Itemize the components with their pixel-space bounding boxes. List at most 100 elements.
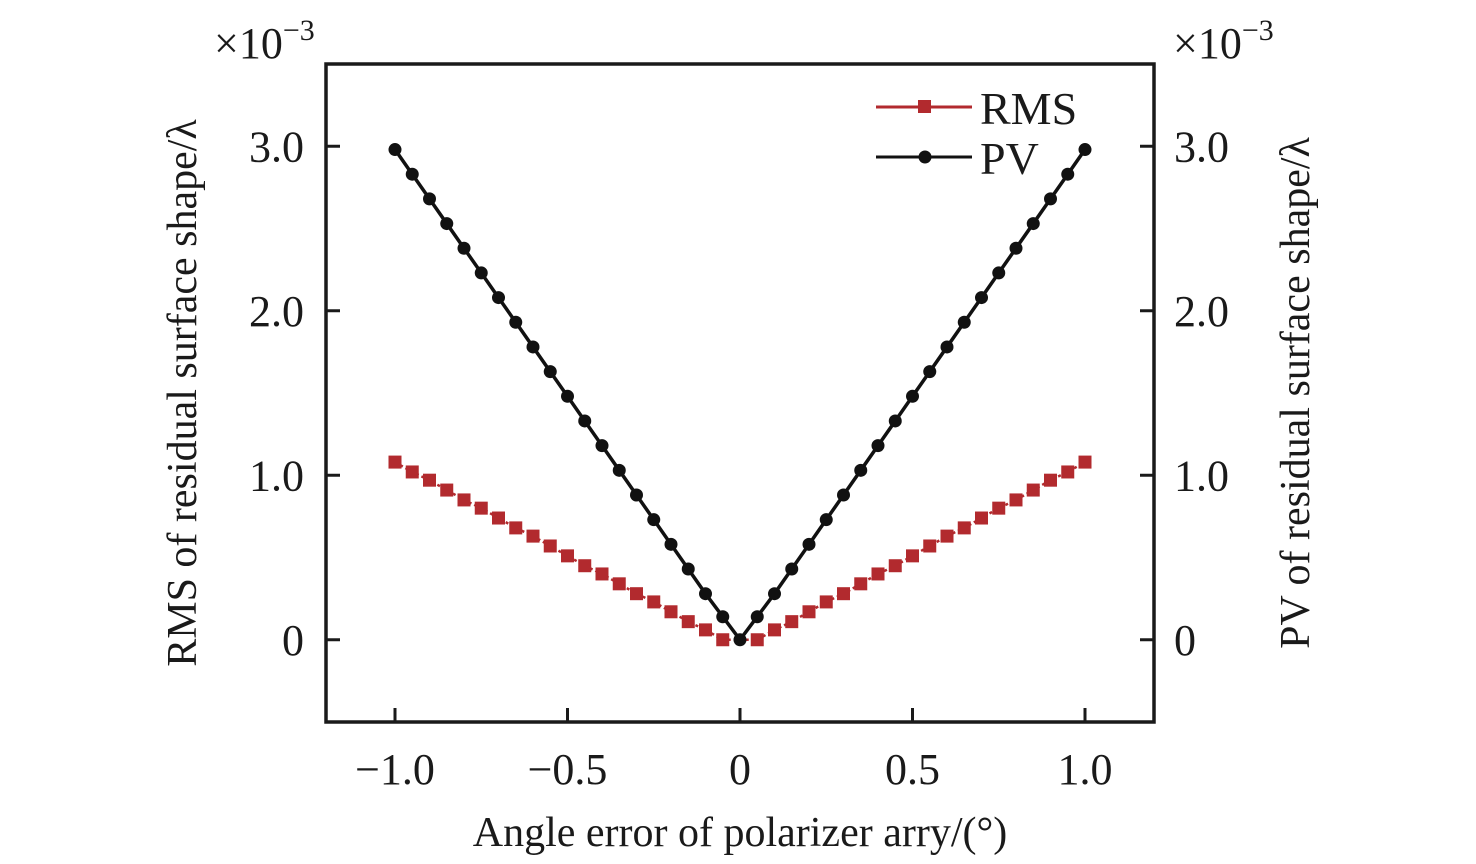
- data-point-pv: [957, 315, 971, 329]
- data-point-pv: [1078, 143, 1092, 157]
- data-point-pv: [526, 340, 540, 354]
- data-point-rms: [647, 595, 661, 609]
- x-tick-label: 0.5: [885, 745, 940, 794]
- data-point-rms: [509, 521, 523, 535]
- data-point-pv: [578, 414, 592, 428]
- data-point-pv: [819, 513, 833, 527]
- y-tick-label-right: 1.0: [1174, 451, 1229, 500]
- data-point-rms: [405, 465, 419, 479]
- data-point-pv: [837, 488, 850, 502]
- data-point-pv: [612, 463, 626, 477]
- data-point-pv: [561, 389, 574, 403]
- data-point-rms: [681, 615, 695, 629]
- left-axis-multiplier: ×10−3: [214, 14, 315, 68]
- legend: RMS PV: [876, 83, 1077, 184]
- data-point-pv: [733, 633, 747, 647]
- data-point-rms: [750, 633, 764, 647]
- series: [388, 143, 1092, 647]
- series-rms: [388, 455, 1092, 647]
- legend-pv-marker: [918, 150, 932, 164]
- data-point-pv: [785, 562, 799, 576]
- ticks: −1.0 −0.5 0 0.5 1.0 0 0 1.0 1.0 2.0 2.0 3.0 3.0: [249, 122, 1229, 794]
- data-point-rms: [543, 539, 557, 553]
- x-tick-label: 0: [729, 745, 751, 794]
- data-point-rms: [940, 529, 954, 543]
- x-tick-label: 1.0: [1058, 745, 1113, 794]
- data-point-pv: [906, 389, 919, 403]
- left-axis-multiplier-exponent: −3: [283, 14, 315, 47]
- series-line-pv: [393, 148, 1087, 643]
- data-point-pv: [992, 266, 1006, 280]
- data-point-pv: [509, 315, 523, 329]
- data-point-pv: [423, 192, 436, 206]
- data-point-pv: [543, 365, 557, 379]
- data-point-rms: [1044, 473, 1057, 487]
- y-tick-label-left: 2.0: [249, 287, 304, 336]
- legend-rms-label: RMS: [980, 83, 1077, 134]
- legend-item-pv: PV: [876, 133, 1039, 184]
- data-point-rms: [1061, 465, 1075, 479]
- data-point-rms: [578, 559, 592, 573]
- data-point-rms: [1078, 455, 1092, 469]
- data-point-rms: [854, 577, 868, 591]
- data-point-pv: [1044, 192, 1057, 206]
- data-point-pv: [716, 610, 730, 624]
- y-tick-label-right: 3.0: [1174, 122, 1229, 171]
- data-point-rms: [785, 615, 799, 629]
- data-point-pv: [1009, 241, 1023, 255]
- data-point-pv: [630, 488, 643, 502]
- x-tick-label: −0.5: [528, 745, 608, 794]
- data-point-pv: [1026, 217, 1040, 231]
- data-point-rms: [768, 623, 781, 637]
- data-point-rms: [1009, 493, 1023, 507]
- data-point-pv: [923, 365, 937, 379]
- data-point-pv: [940, 340, 954, 354]
- data-point-rms: [888, 559, 902, 573]
- data-point-pv: [440, 217, 454, 231]
- legend-pv-label: PV: [980, 133, 1039, 184]
- data-point-rms: [440, 483, 454, 497]
- data-point-rms: [716, 633, 730, 647]
- y-tick-label-left: 3.0: [249, 122, 304, 171]
- data-point-pv: [975, 291, 988, 305]
- data-point-rms: [612, 577, 626, 591]
- right-axis-multiplier: ×10−3: [1173, 14, 1274, 68]
- data-point-pv: [664, 537, 678, 551]
- y-tick-label-left: 0: [282, 616, 304, 665]
- data-point-rms: [957, 521, 971, 535]
- data-point-pv: [888, 414, 902, 428]
- data-point-pv: [405, 167, 419, 181]
- legend-rms-marker: [918, 100, 931, 113]
- data-point-rms: [992, 501, 1006, 515]
- series-line-rms: [394, 461, 1086, 641]
- data-point-pv: [388, 143, 402, 157]
- data-point-rms: [457, 493, 471, 507]
- data-point-rms: [819, 595, 833, 609]
- data-point-rms: [492, 511, 505, 525]
- data-point-rms: [474, 501, 488, 515]
- y-tick-label-right: 2.0: [1174, 287, 1229, 336]
- right-axis-multiplier-exponent: −3: [1242, 14, 1274, 47]
- series-pv: [388, 143, 1092, 647]
- data-point-pv: [802, 537, 816, 551]
- y-tick-label-left: 1.0: [249, 451, 304, 500]
- data-point-rms: [595, 567, 609, 581]
- data-point-rms: [561, 549, 574, 563]
- data-point-rms: [699, 623, 712, 637]
- data-point-pv: [750, 610, 764, 624]
- data-point-rms: [837, 587, 850, 601]
- data-point-pv: [595, 439, 609, 453]
- data-point-pv: [768, 587, 781, 601]
- data-point-pv: [1061, 167, 1075, 181]
- data-point-rms: [871, 567, 885, 581]
- data-point-rms: [923, 539, 937, 553]
- data-point-rms: [630, 587, 643, 601]
- data-point-rms: [664, 605, 678, 619]
- y-axis-title-left: RMS of residual surface shape/λ: [160, 119, 206, 667]
- legend-item-rms: RMS: [876, 83, 1077, 134]
- data-point-pv: [492, 291, 505, 305]
- data-point-rms: [388, 455, 402, 469]
- data-point-rms: [802, 605, 816, 619]
- data-point-pv: [854, 463, 868, 477]
